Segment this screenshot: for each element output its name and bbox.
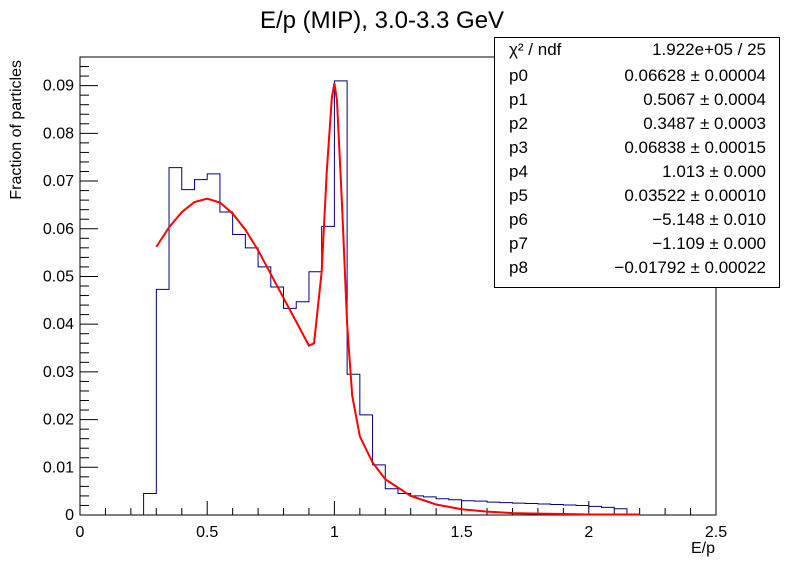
x-tick-label: 0 bbox=[76, 524, 85, 541]
stat-row: p6 −5.148 ± 0.010 bbox=[495, 208, 779, 232]
stat-value: 0.06838 ± 0.00015 bbox=[624, 138, 766, 157]
fit-curve-line bbox=[155, 83, 640, 516]
stat-name: p2 bbox=[509, 114, 528, 133]
x-tick-label: 2 bbox=[584, 524, 593, 541]
x-tick-label: 1.5 bbox=[450, 524, 472, 541]
y-tick-label: 0.09 bbox=[43, 78, 74, 95]
stat-row: p8 −0.01792 ± 0.00022 bbox=[495, 256, 779, 280]
stat-value: 0.03522 ± 0.00010 bbox=[624, 186, 766, 205]
axis-ticks: 0 0.5 1 1.5 2 2.5 0 0.01 0.02 0.03 0.04 0.05 0.06 0.0… bbox=[43, 66, 727, 541]
stat-row: p2 0.3487 ± 0.0003 bbox=[495, 112, 779, 136]
stat-name: p0 bbox=[509, 66, 528, 85]
y-tick-label: 0.01 bbox=[43, 459, 74, 476]
y-tick-label: 0.03 bbox=[43, 364, 74, 381]
stat-value: 0.3487 ± 0.0003 bbox=[643, 114, 766, 133]
chart-title: E/p (MIP), 3.0-3.3 GeV bbox=[260, 7, 504, 34]
stat-value: −0.01792 ± 0.00022 bbox=[614, 258, 766, 277]
histogram-outline bbox=[143, 80, 628, 515]
stat-name: p7 bbox=[509, 234, 528, 253]
stat-name: p8 bbox=[509, 258, 528, 277]
stat-name: p5 bbox=[509, 186, 528, 205]
histogram-bars bbox=[143, 80, 628, 515]
stat-row: p5 0.03522 ± 0.00010 bbox=[495, 184, 779, 208]
stat-name: p1 bbox=[509, 90, 528, 109]
stat-value: −1.109 ± 0.000 bbox=[652, 234, 766, 253]
x-axis-label: E/p bbox=[691, 540, 715, 557]
fit-curve bbox=[155, 83, 640, 516]
y-tick-label: 0.08 bbox=[43, 125, 74, 142]
stat-row: p4 1.013 ± 0.000 bbox=[495, 160, 779, 184]
stat-value: 1.922e+05 / 25 bbox=[652, 40, 766, 59]
stat-name: p3 bbox=[509, 138, 528, 157]
fit-statistics-box: χ² / ndf 1.922e+05 / 25 p0 0.06628 ± 0.0000… bbox=[494, 37, 780, 288]
stat-name: p6 bbox=[509, 210, 528, 229]
stat-row: p3 0.06838 ± 0.00015 bbox=[495, 136, 779, 160]
y-axis-label: Fraction of particles bbox=[8, 60, 25, 200]
stat-value: 0.5067 ± 0.0004 bbox=[643, 90, 766, 109]
stat-row: χ² / ndf 1.922e+05 / 25 bbox=[495, 38, 779, 62]
x-tick-label: 2.5 bbox=[705, 524, 727, 541]
y-tick-label: 0.06 bbox=[43, 221, 74, 238]
y-tick-label: 0.07 bbox=[43, 173, 74, 190]
stat-row: p7 −1.109 ± 0.000 bbox=[495, 232, 779, 256]
x-tick-label: 1 bbox=[330, 524, 339, 541]
stat-row: p0 0.06628 ± 0.00004 bbox=[495, 64, 779, 88]
stat-row: p1 0.5067 ± 0.0004 bbox=[495, 88, 779, 112]
y-tick-label: 0.05 bbox=[43, 268, 74, 285]
stat-value: −5.148 ± 0.010 bbox=[652, 210, 766, 229]
y-tick-label: 0.04 bbox=[43, 316, 74, 333]
stat-name: χ² / ndf bbox=[509, 40, 562, 59]
y-tick-label: 0.02 bbox=[43, 412, 74, 429]
y-tick-label: 0 bbox=[65, 507, 74, 524]
stat-name: p4 bbox=[509, 162, 528, 181]
stat-value: 0.06628 ± 0.00004 bbox=[624, 66, 766, 85]
x-tick-label: 0.5 bbox=[196, 524, 218, 541]
stat-value: 1.013 ± 0.000 bbox=[662, 162, 766, 181]
